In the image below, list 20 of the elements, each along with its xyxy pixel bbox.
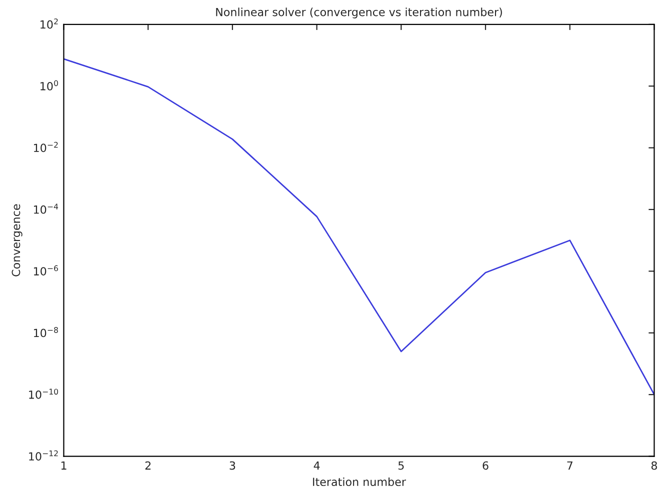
x-tick-label: 4 bbox=[314, 461, 320, 470]
y-tick-label: 10$^{0}$ bbox=[40, 80, 58, 90]
x-tick-label: 6 bbox=[482, 461, 488, 470]
x-tick-label: 2 bbox=[145, 461, 151, 470]
y-tick-label: 10$^{−10}$ bbox=[29, 388, 58, 399]
x-tick-label: 1 bbox=[61, 461, 66, 470]
y-tick-label: 10$^{−12}$ bbox=[29, 450, 58, 461]
y-tick-label: 10$^{−2}$ bbox=[34, 142, 58, 152]
y-axis-title: Convergence bbox=[12, 204, 22, 276]
y-tick-label: 10$^{−4}$ bbox=[34, 204, 58, 214]
x-tick-label: 8 bbox=[651, 461, 657, 470]
y-tick-label: 10$^{−6}$ bbox=[34, 265, 58, 276]
chart-title: Nonlinear solver (convergence vs iteration number) bbox=[216, 8, 502, 18]
y-tick-label: 10$^{2}$ bbox=[40, 18, 58, 29]
x-tick-label: 7 bbox=[567, 461, 572, 470]
line-series bbox=[64, 58, 654, 396]
x-tick-label: 5 bbox=[398, 461, 404, 470]
y-tick-label: 10$^{−8}$ bbox=[34, 326, 58, 338]
x-tick-label: 3 bbox=[230, 461, 236, 470]
x-axis-title: Iteration number bbox=[313, 477, 406, 486]
